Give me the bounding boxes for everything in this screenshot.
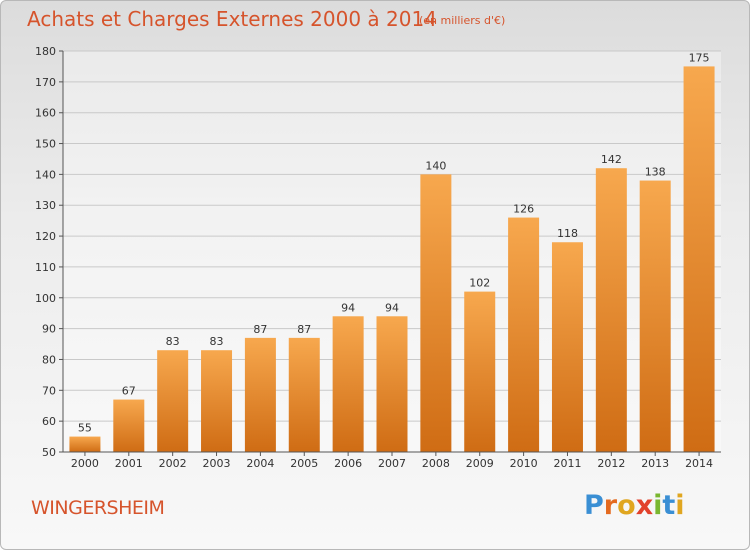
chart-title: Achats et Charges Externes 2000 à 2014 (27, 7, 437, 31)
x-tick-label: 2014 (685, 457, 713, 470)
x-axis: 2000 2001 2002 2003 2004 2005 2006 2007 2008 2009… (71, 452, 713, 470)
bar-value-label: 102 (469, 277, 490, 290)
bar-value-label: 67 (122, 385, 136, 398)
y-tick-label: 180 (35, 45, 56, 58)
bar (288, 337, 320, 452)
x-tick-label: 2011 (553, 457, 581, 470)
y-tick-label: 70 (42, 384, 56, 397)
y-tick-label: 130 (35, 199, 56, 212)
bar (683, 66, 715, 452)
x-tick-label: 2002 (159, 457, 187, 470)
bar-value-label: 83 (210, 335, 224, 348)
y-tick-label: 110 (35, 261, 56, 274)
y-tick-label: 150 (35, 138, 56, 151)
commune-name: WINGERSHEIM (31, 497, 165, 519)
bar (201, 350, 233, 452)
y-tick-label: 140 (35, 168, 56, 181)
bar-value-label: 83 (166, 335, 180, 348)
y-tick-label: 100 (35, 292, 56, 305)
bar (69, 436, 101, 452)
y-axis: 50 60 70 80 90 100 110 120 130 140 150 160 170 180 (35, 45, 63, 459)
y-tick-label: 90 (42, 323, 56, 336)
y-tick-label: 120 (35, 230, 56, 243)
bar (157, 350, 189, 452)
bar-value-label: 87 (253, 323, 267, 336)
x-tick-label: 2013 (641, 457, 669, 470)
bar (639, 180, 671, 453)
x-tick-label: 2000 (71, 457, 99, 470)
bars: 55 67 83 83 87 87 94 94 140 102 126 118 142 138 175 (69, 51, 715, 453)
bar-value-label: 94 (341, 301, 355, 314)
chart-subtitle: (en milliers d'€) (419, 14, 506, 27)
bar-value-label: 55 (78, 422, 92, 435)
bar (551, 242, 583, 452)
bar-value-label: 126 (513, 203, 534, 216)
x-tick-label: 2006 (334, 457, 362, 470)
x-tick-label: 2008 (422, 457, 450, 470)
bar (113, 399, 145, 452)
x-tick-label: 2012 (597, 457, 625, 470)
bar (244, 337, 276, 452)
y-tick-label: 60 (42, 415, 56, 428)
bar (420, 174, 452, 452)
y-tick-label: 170 (35, 76, 56, 89)
y-tick-label: 160 (35, 107, 56, 120)
bar (464, 291, 496, 452)
bar-value-label: 175 (689, 51, 710, 64)
x-tick-label: 2005 (290, 457, 318, 470)
x-tick-label: 2004 (246, 457, 274, 470)
x-tick-label: 2003 (203, 457, 231, 470)
y-tick-label: 80 (42, 353, 56, 366)
bar-value-label: 118 (557, 227, 578, 240)
bar (376, 316, 408, 452)
bar-value-label: 94 (385, 301, 399, 314)
bar-value-label: 142 (601, 153, 622, 166)
y-tick-label: 50 (42, 446, 56, 459)
x-tick-label: 2009 (466, 457, 494, 470)
x-tick-label: 2001 (115, 457, 143, 470)
bar-value-label: 87 (297, 323, 311, 336)
proxiti-logo[interactable]: Proxiti (584, 490, 685, 521)
bar (595, 168, 627, 452)
bar (508, 217, 540, 452)
bar-value-label: 140 (425, 159, 446, 172)
bar (332, 316, 364, 452)
x-tick-label: 2007 (378, 457, 406, 470)
bar-value-label: 138 (645, 166, 666, 179)
x-tick-label: 2010 (510, 457, 538, 470)
